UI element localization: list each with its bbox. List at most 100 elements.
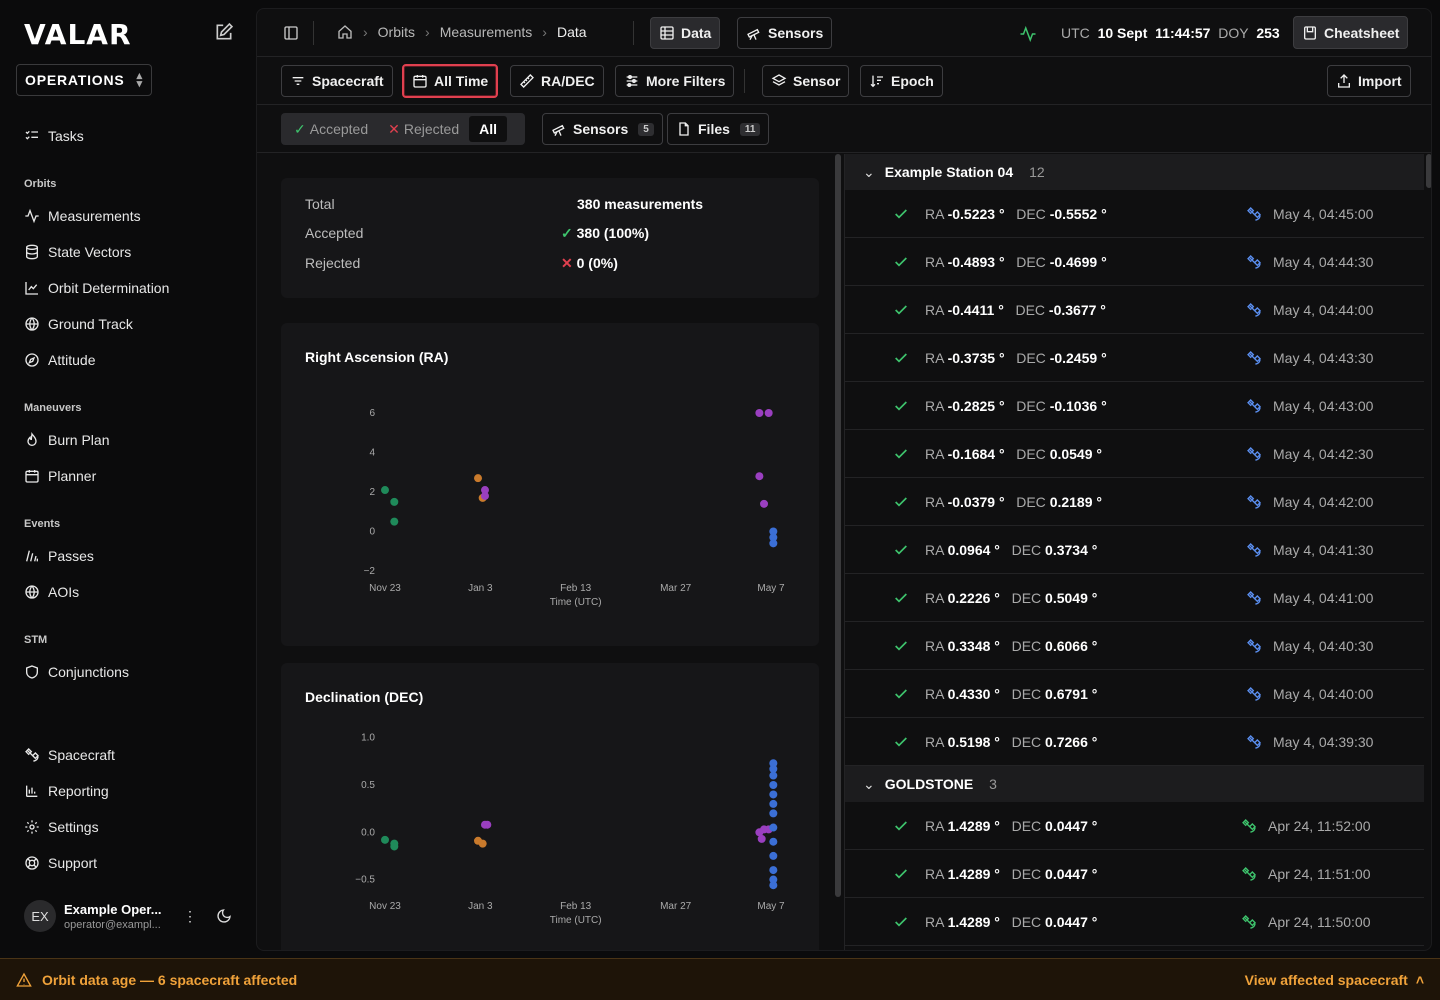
sidebar-item-ground-track[interactable]: Ground Track	[24, 312, 133, 336]
group-header[interactable]: ⌄ GOLDSTONE 3	[845, 766, 1424, 802]
valar-logo[interactable]: VALAR	[24, 18, 132, 51]
measurement-row[interactable]: RA -0.1684 ° DEC 0.0549 ° May 4, 04:42:30	[845, 430, 1424, 478]
spacecraft-filter[interactable]: Spacecraft	[281, 65, 393, 97]
sidebar-item-burn-plan[interactable]: Burn Plan	[24, 428, 109, 452]
measurement-row[interactable]: RA -0.3735 ° DEC -0.2459 ° May 4, 04:43:3…	[845, 334, 1424, 382]
data-point[interactable]	[483, 820, 492, 829]
cheatsheet-button[interactable]: Cheatsheet	[1293, 16, 1409, 49]
data-point[interactable]	[478, 839, 487, 848]
workspace-switcher[interactable]: OPERATIONS ▴ ▾	[16, 64, 152, 96]
rejected-option[interactable]: ✕ Rejected	[378, 116, 469, 142]
data-point[interactable]	[764, 409, 773, 417]
data-point[interactable]	[755, 409, 764, 417]
data-point[interactable]	[381, 486, 389, 495]
sidebar-item-aois[interactable]: AOIs	[24, 580, 79, 604]
import-button[interactable]: Import	[1327, 65, 1411, 97]
measurement-row[interactable]: RA 0.2226 ° DEC 0.5049 ° May 4, 04:41:00	[845, 574, 1424, 622]
more-filters-button[interactable]: More Filters	[615, 65, 735, 97]
sidebar-item-reporting[interactable]: Reporting	[24, 779, 109, 803]
epoch-sort-button[interactable]: Epoch	[860, 65, 943, 97]
data-point[interactable]	[381, 835, 389, 844]
measurement-row[interactable]: RA 1.4289 ° DEC 0.0447 ° Apr 24, 11:51:00	[845, 850, 1424, 898]
sensors-filter-button[interactable]: Sensors 5	[542, 113, 663, 145]
data-point[interactable]	[390, 842, 399, 851]
sidebar-item-conjunctions[interactable]: Conjunctions	[24, 660, 129, 684]
data-point[interactable]	[755, 472, 764, 481]
sidebar-item-state-vectors[interactable]: State Vectors	[24, 240, 131, 264]
dec-label: DEC	[1011, 541, 1042, 558]
sidebar-item-attitude[interactable]: Attitude	[24, 348, 95, 372]
tab-sensors[interactable]: Sensors	[737, 17, 833, 49]
sidebar-item-passes[interactable]: Passes	[24, 544, 94, 568]
measurement-row[interactable]: RA -0.4411 ° DEC -0.3677 ° May 4, 04:44:0…	[845, 286, 1424, 334]
all-option[interactable]: All	[469, 116, 507, 142]
list-scrollbar[interactable]	[1426, 154, 1431, 188]
data-point[interactable]	[769, 781, 778, 789]
data-point[interactable]	[769, 799, 778, 808]
measurement-row[interactable]: RA -0.2825 ° DEC -0.1036 ° May 4, 04:43:0…	[845, 382, 1424, 430]
measurement-row[interactable]: RA 0.3348 ° DEC 0.6066 ° May 4, 04:40:30	[845, 622, 1424, 670]
sidebar-item-spacecraft[interactable]: Spacecraft	[24, 743, 115, 767]
data-point[interactable]	[769, 764, 778, 773]
measurement-row[interactable]: RA 1.4289 ° DEC 0.0447 ° Apr 24, 11:52:00	[845, 802, 1424, 850]
data-point[interactable]	[769, 790, 778, 799]
import-label: Import	[1358, 73, 1402, 89]
measurement-row[interactable]: RA 0.4330 ° DEC 0.6791 ° May 4, 04:40:00	[845, 670, 1424, 718]
more-vertical-icon[interactable]: ⋮	[183, 907, 197, 924]
data-point[interactable]	[769, 823, 778, 832]
breadcrumb-measurements[interactable]: Measurements	[439, 24, 533, 40]
upload-icon	[1338, 74, 1350, 88]
accepted-option[interactable]: ✓ Accepted	[284, 116, 378, 142]
edit-icon[interactable]	[214, 22, 234, 42]
ra-value: 0.3348	[947, 637, 991, 654]
degree-unit: °	[1101, 253, 1107, 270]
home-icon[interactable]	[337, 24, 353, 40]
avatar[interactable]: EX	[24, 900, 56, 932]
tab-data[interactable]: Data	[650, 17, 721, 49]
sidebar-item-tasks[interactable]: Tasks	[24, 124, 84, 148]
data-point[interactable]	[769, 809, 778, 818]
radec-filter[interactable]: RA/DEC	[510, 65, 604, 97]
view-affected-link[interactable]: View affected spacecraft ˄	[1245, 972, 1424, 988]
breadcrumb-orbits[interactable]: Orbits	[377, 24, 416, 40]
data-point[interactable]	[480, 491, 489, 500]
data-point[interactable]	[769, 533, 778, 542]
measurement-time: Apr 24, 11:50:00	[1268, 913, 1371, 930]
data-point[interactable]	[769, 837, 778, 846]
data-point[interactable]	[769, 539, 778, 548]
data-point[interactable]	[480, 486, 489, 495]
measurement-row[interactable]: RA 0.0964 ° DEC 0.3734 ° May 4, 04:41:30	[845, 526, 1424, 574]
data-point[interactable]	[390, 497, 399, 506]
charts-scrollbar[interactable]	[835, 154, 841, 897]
data-point[interactable]	[769, 527, 778, 536]
measurement-row[interactable]: RA -0.4893 ° DEC -0.4699 ° May 4, 04:44:3…	[845, 238, 1424, 286]
sidebar-item-support[interactable]: Support	[24, 851, 97, 875]
degree-unit: °	[994, 541, 1000, 558]
measurement-row[interactable]: RA -0.5223 ° DEC -0.5552 ° May 4, 04:45:0…	[845, 190, 1424, 238]
sidebar-toggle-icon[interactable]	[283, 25, 299, 41]
time-range-filter[interactable]: All Time	[402, 64, 499, 98]
data-point[interactable]	[390, 517, 399, 526]
group-header[interactable]: ⌄ Example Station 04 12	[845, 154, 1424, 190]
sensor-sort-button[interactable]: Sensor	[762, 65, 850, 97]
data-point[interactable]	[769, 771, 778, 780]
moon-icon[interactable]	[216, 908, 232, 924]
data-point[interactable]	[757, 834, 766, 843]
ra-value: -0.4893	[947, 253, 996, 270]
data-point[interactable]	[769, 851, 778, 860]
sidebar-item-planner[interactable]: Planner	[24, 464, 96, 488]
data-point[interactable]	[769, 866, 778, 875]
data-point[interactable]	[474, 474, 483, 483]
files-filter-button[interactable]: Files 11	[667, 113, 770, 145]
sidebar-item-orbit-determination[interactable]: Orbit Determination	[24, 276, 169, 300]
sidebar-item-settings[interactable]: Settings	[24, 815, 99, 839]
measurement-row[interactable]: RA 1.4289 ° DEC 0.0447 ° Apr 24, 11:50:00	[845, 898, 1424, 946]
data-point[interactable]	[769, 759, 778, 768]
sidebar-item-label: Support	[48, 855, 98, 871]
data-point[interactable]	[769, 875, 778, 884]
measurement-row[interactable]: RA 0.5198 ° DEC 0.7266 ° May 4, 04:39:30	[845, 718, 1424, 766]
data-point[interactable]	[760, 499, 769, 508]
measurement-row[interactable]: RA -0.0379 ° DEC 0.2189 ° May 4, 04:42:00	[845, 478, 1424, 526]
sidebar-item-measurements[interactable]: Measurements	[24, 204, 141, 228]
data-point[interactable]	[769, 881, 778, 890]
